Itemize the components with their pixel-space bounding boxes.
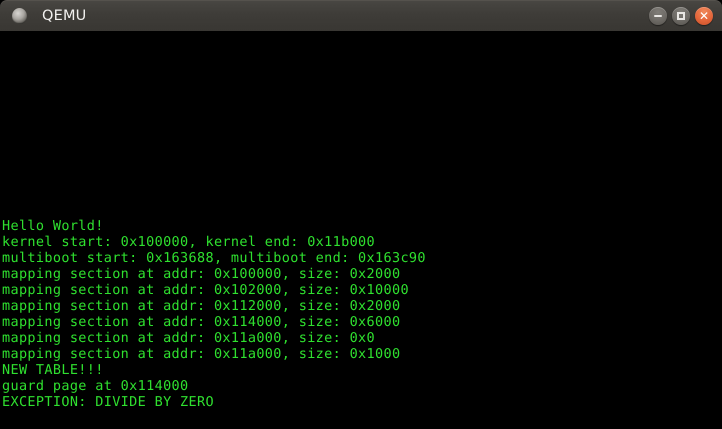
close-icon: ✕	[698, 8, 710, 23]
maximize-button[interactable]	[672, 7, 690, 25]
console-line: EXCEPTION: DIVIDE BY ZERO	[2, 394, 214, 410]
minimize-button[interactable]	[649, 7, 667, 25]
console-output: Hello World! kernel start: 0x100000, ker…	[2, 218, 718, 410]
console-line: mapping section at addr: 0x114000, size:…	[2, 314, 401, 330]
console-line: guard page at 0x114000	[2, 378, 189, 394]
console-line: multiboot start: 0x163688, multiboot end…	[2, 250, 426, 266]
console-line: kernel start: 0x100000, kernel end: 0x11…	[2, 234, 376, 250]
titlebar-left-group: QEMU	[0, 8, 87, 24]
console-line: mapping section at addr: 0x11a000, size:…	[2, 346, 401, 362]
window-controls: ✕	[649, 7, 722, 25]
window-titlebar[interactable]: QEMU ✕	[0, 0, 722, 31]
console-line: mapping section at addr: 0x11a000, size:…	[2, 330, 376, 346]
qemu-app-icon	[12, 8, 27, 24]
minimize-icon	[654, 15, 662, 17]
console-line: NEW TABLE!!!	[2, 362, 104, 378]
console-line: mapping section at addr: 0x112000, size:…	[2, 298, 401, 314]
qemu-console-screen[interactable]: Hello World! kernel start: 0x100000, ker…	[0, 31, 722, 429]
window-title: QEMU	[42, 8, 87, 24]
console-line: Hello World!	[2, 218, 104, 234]
maximize-icon	[677, 12, 685, 20]
close-button[interactable]: ✕	[695, 7, 713, 25]
console-line: mapping section at addr: 0x102000, size:…	[2, 282, 409, 298]
console-line: mapping section at addr: 0x100000, size:…	[2, 266, 401, 282]
